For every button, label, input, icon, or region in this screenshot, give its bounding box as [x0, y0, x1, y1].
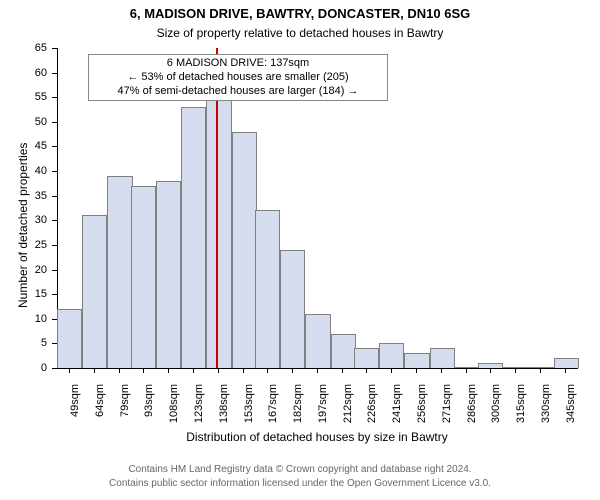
x-axis-label: Distribution of detached houses by size … [57, 430, 577, 444]
histogram-bar [156, 181, 181, 368]
histogram-bar [554, 358, 579, 368]
chart-container: 6, MADISON DRIVE, BAWTRY, DONCASTER, DN1… [0, 0, 600, 500]
histogram-bar [107, 176, 132, 368]
histogram-bar [305, 314, 330, 368]
y-tick-mark [52, 343, 57, 344]
x-tick-mark [416, 368, 417, 373]
x-tick-mark [243, 368, 244, 373]
x-tick-mark [193, 368, 194, 373]
y-tick-label: 5 [0, 337, 47, 349]
histogram-bar [430, 348, 455, 368]
histogram-bar [478, 363, 503, 368]
x-tick-mark [69, 368, 70, 373]
annotation-line-3: 47% of semi-detached houses are larger (… [93, 85, 383, 99]
footer-line-2: Contains public sector information licen… [0, 478, 600, 489]
y-tick-label: 65 [0, 42, 47, 54]
y-tick-mark [52, 270, 57, 271]
histogram-bar [255, 210, 280, 368]
histogram-bar [379, 343, 404, 368]
histogram-bar [503, 367, 528, 368]
x-tick-mark [218, 368, 219, 373]
plot-area: 6 MADISON DRIVE: 137sqm ← 53% of detache… [57, 48, 578, 369]
x-tick-mark [143, 368, 144, 373]
y-tick-mark [52, 319, 57, 320]
annotation-line-1: 6 MADISON DRIVE: 137sqm [93, 57, 383, 71]
histogram-bar [404, 353, 429, 368]
y-tick-label: 10 [0, 313, 47, 325]
x-tick-mark [391, 368, 392, 373]
y-tick-mark [52, 146, 57, 147]
x-tick-mark [292, 368, 293, 373]
histogram-bar [181, 107, 206, 368]
y-tick-label: 55 [0, 91, 47, 103]
x-tick-mark [317, 368, 318, 373]
x-tick-mark [119, 368, 120, 373]
footer-line-1: Contains HM Land Registry data © Crown c… [0, 464, 600, 475]
y-tick-label: 60 [0, 67, 47, 79]
x-tick-mark [267, 368, 268, 373]
y-tick-mark [52, 73, 57, 74]
x-tick-mark [342, 368, 343, 373]
x-tick-mark [540, 368, 541, 373]
histogram-bar [232, 132, 257, 368]
x-tick-mark [565, 368, 566, 373]
annotation-box: 6 MADISON DRIVE: 137sqm ← 53% of detache… [88, 54, 388, 101]
y-tick-mark [52, 171, 57, 172]
x-tick-mark [366, 368, 367, 373]
annotation-line-2: ← 53% of detached houses are smaller (20… [93, 71, 383, 85]
y-tick-mark [52, 245, 57, 246]
x-tick-mark [490, 368, 491, 373]
y-axis-label: Number of detached properties [16, 143, 30, 308]
x-tick-mark [441, 368, 442, 373]
histogram-bar [455, 367, 480, 368]
chart-title-main: 6, MADISON DRIVE, BAWTRY, DONCASTER, DN1… [0, 6, 600, 21]
histogram-bar [354, 348, 379, 368]
histogram-bar [131, 186, 156, 368]
y-tick-label: 0 [0, 362, 47, 374]
y-tick-mark [52, 48, 57, 49]
histogram-bar [206, 97, 231, 368]
histogram-bar [280, 250, 305, 368]
y-tick-mark [52, 294, 57, 295]
x-tick-mark [515, 368, 516, 373]
x-tick-mark [94, 368, 95, 373]
histogram-bar [82, 215, 107, 368]
histogram-bar [331, 334, 356, 368]
y-tick-label: 50 [0, 116, 47, 128]
histogram-bar [57, 309, 82, 368]
y-tick-mark [52, 97, 57, 98]
y-tick-mark [52, 368, 57, 369]
histogram-bar [529, 367, 554, 368]
chart-title-sub: Size of property relative to detached ho… [0, 26, 600, 40]
x-tick-mark [168, 368, 169, 373]
x-tick-mark [466, 368, 467, 373]
y-tick-mark [52, 122, 57, 123]
y-tick-mark [52, 196, 57, 197]
y-tick-mark [52, 220, 57, 221]
